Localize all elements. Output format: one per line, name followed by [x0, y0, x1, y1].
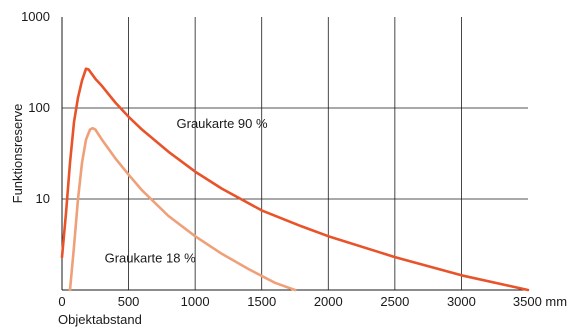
x-tick-label: 1000: [181, 294, 210, 309]
series-line-graukarte-90: [60, 67, 530, 292]
y-axis-title: Funktionsreserve: [10, 104, 25, 204]
x-axis-title: Objektabstand: [58, 312, 142, 327]
y-tick-label: 100: [28, 100, 50, 115]
series-annotation: Graukarte 90 %: [177, 116, 268, 131]
x-tick-label: 2000: [314, 294, 343, 309]
gridlines: [62, 17, 528, 290]
series-line-graukarte-18: [68, 126, 297, 292]
x-tick-label: 1500: [247, 294, 276, 309]
x-tick-label: 2500: [380, 294, 409, 309]
y-tick-label: 1000: [21, 9, 50, 24]
y-tick-labels: 10 100 1000: [21, 9, 50, 206]
annotations: Graukarte 90 % Graukarte 18 %: [105, 116, 268, 265]
series-annotation: Graukarte 18 %: [105, 251, 196, 266]
x-tick-label: 500: [118, 294, 140, 309]
axes: [61, 17, 528, 291]
x-tick-label: 3000: [447, 294, 476, 309]
series-lines: [60, 67, 530, 292]
x-tick-label: 0: [58, 294, 65, 309]
x-tick-labels: 0 500 1000 1500 2000 2500 3000 3500 mm: [58, 294, 567, 309]
x-tick-label: 3500 mm: [513, 294, 567, 309]
y-tick-label: 10: [36, 191, 50, 206]
